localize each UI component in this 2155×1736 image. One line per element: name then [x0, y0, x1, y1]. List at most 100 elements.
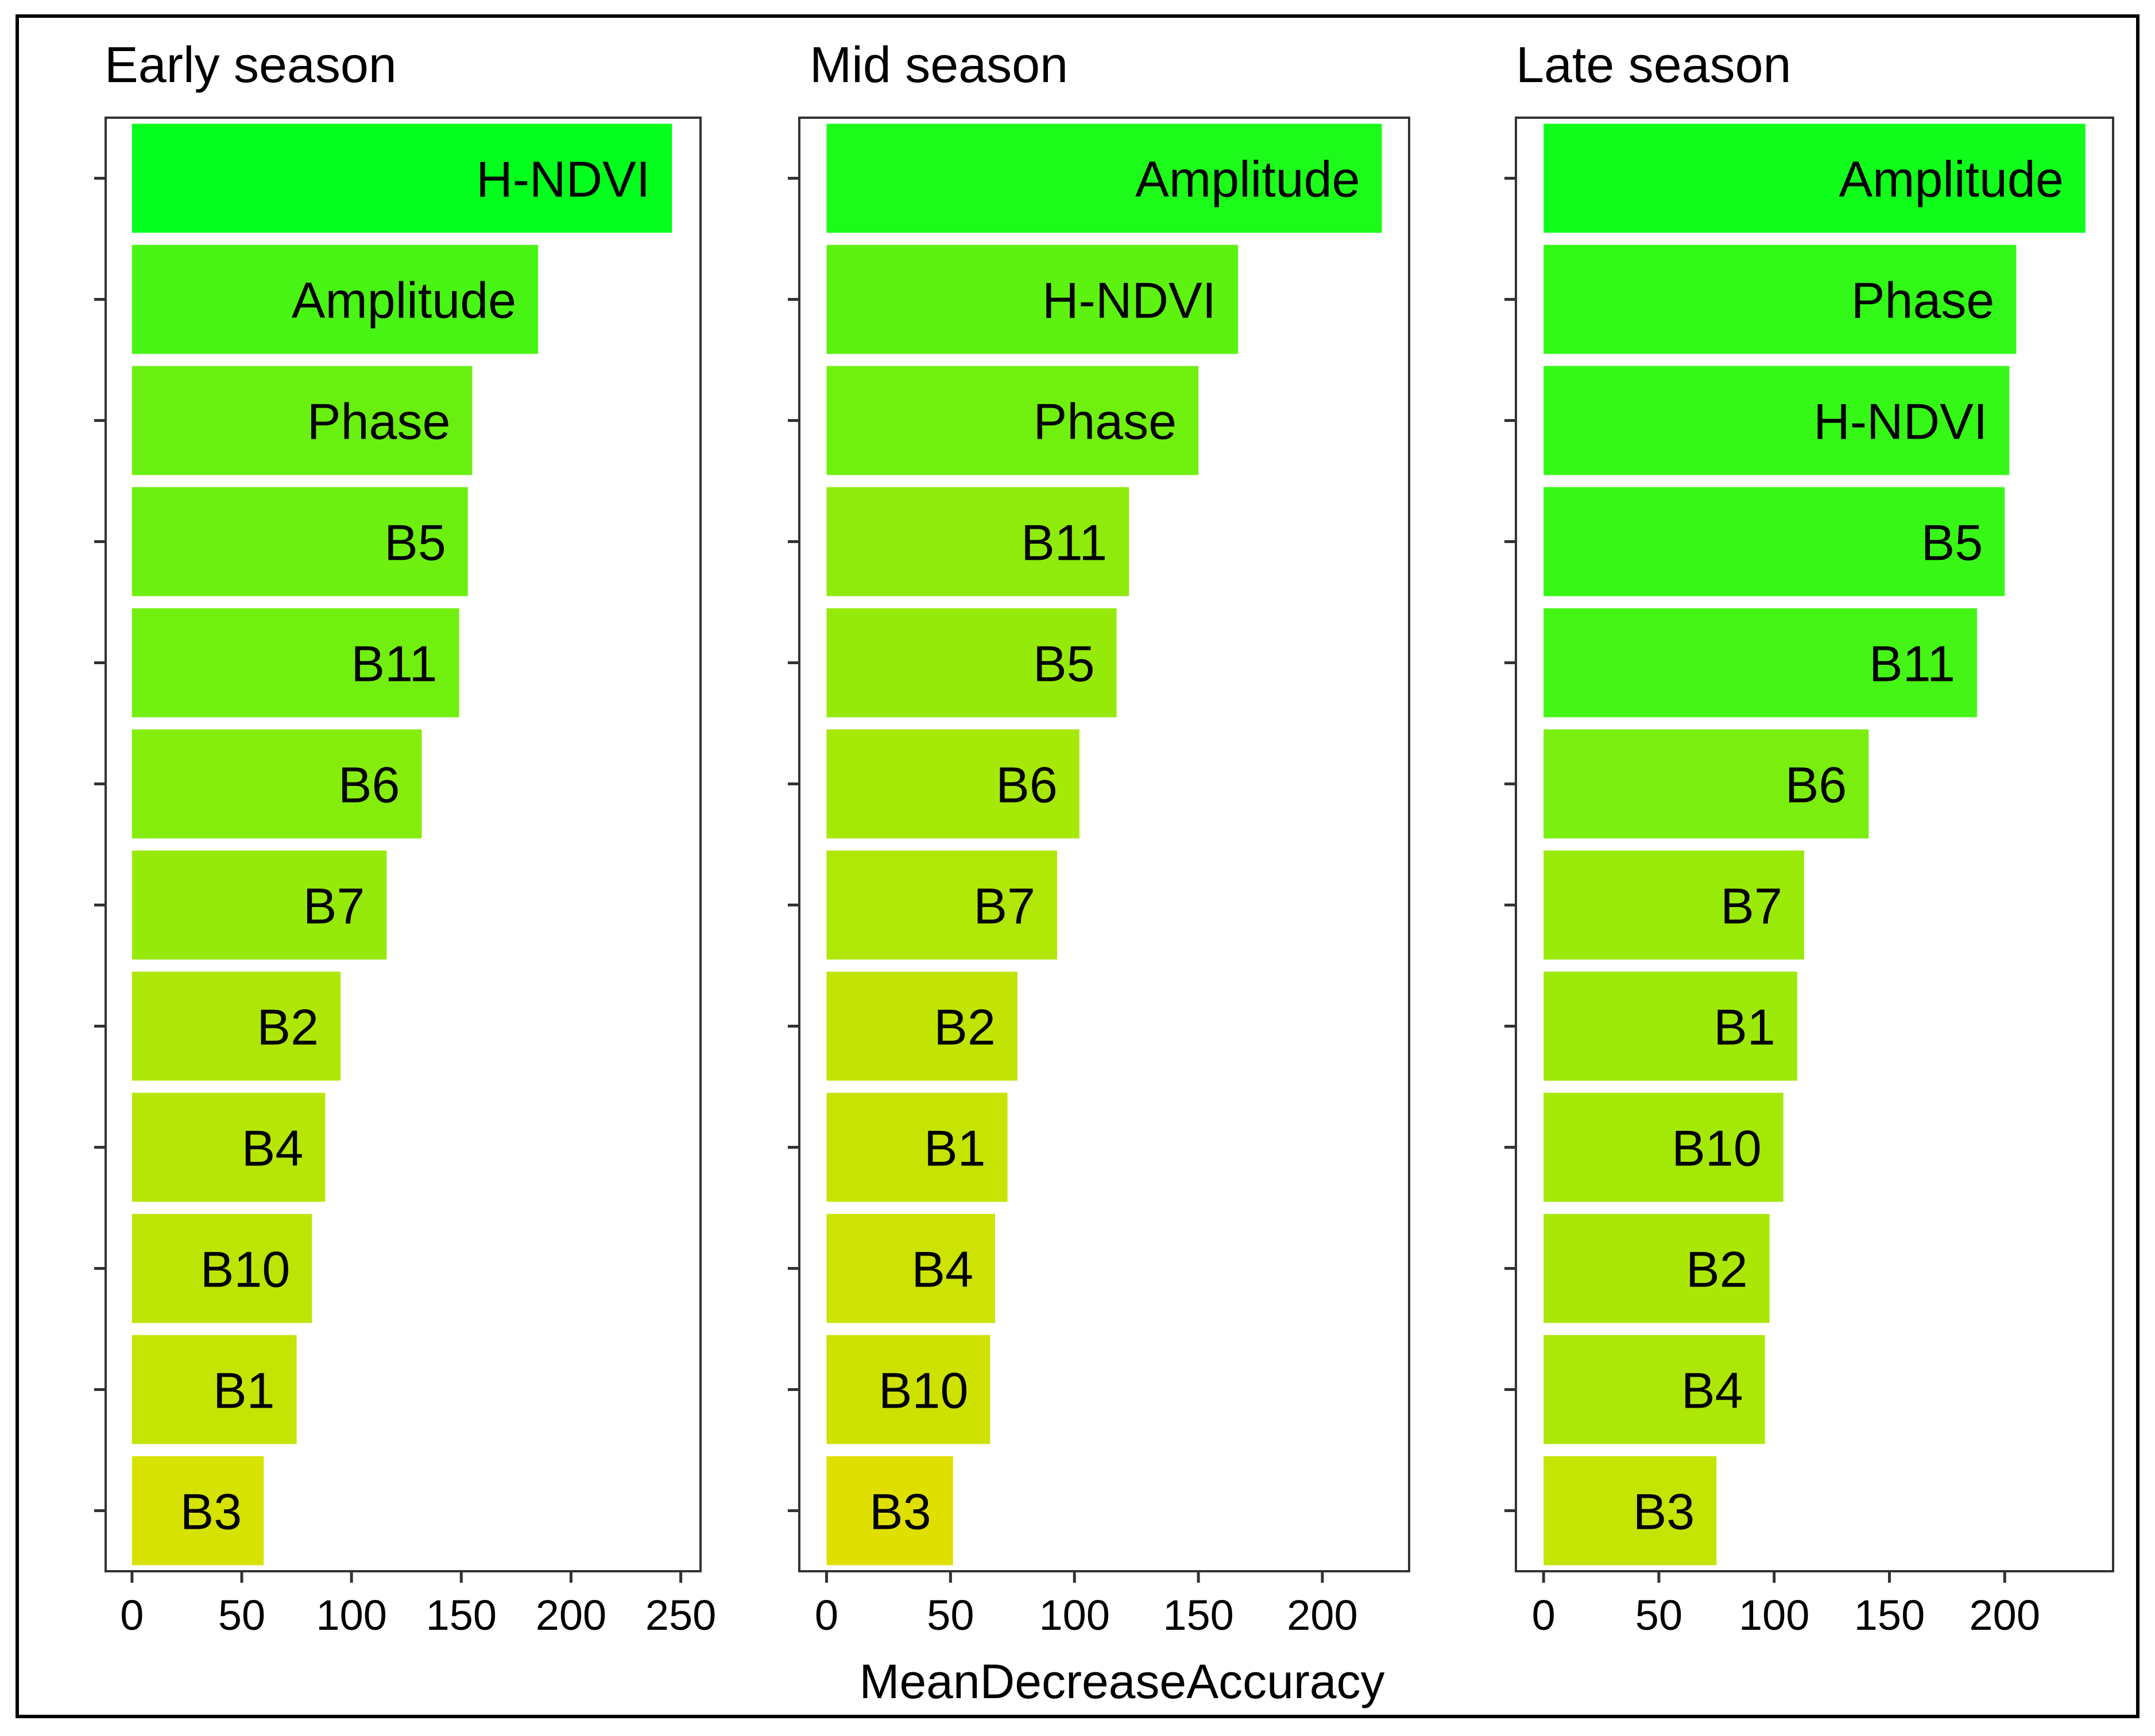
bar-h-ndvi [1543, 366, 2010, 475]
bar-label: B10 [879, 1362, 969, 1419]
x-tick-label: 200 [1287, 1591, 1357, 1639]
bar-label: B11 [351, 636, 437, 692]
bar-label: B1 [924, 1120, 986, 1177]
bar-label: B2 [1686, 1241, 1748, 1298]
bar-label: B11 [1869, 636, 1955, 692]
x-tick-label: 50 [927, 1591, 974, 1639]
bar-label: B10 [200, 1241, 291, 1298]
bar-b7 [131, 850, 387, 960]
x-tick-label: 200 [536, 1591, 606, 1639]
panel-title: Early season [105, 36, 397, 93]
bar-label: Amplitude [292, 272, 516, 329]
x-tick-label: 150 [1163, 1591, 1233, 1639]
x-tick-label: 100 [1039, 1591, 1109, 1639]
outer-frame [16, 14, 2139, 1718]
bar-b5 [826, 608, 1117, 718]
bar-b6 [1543, 729, 1869, 839]
bar-label: B7 [973, 878, 1035, 935]
bar-b1 [826, 1092, 1008, 1202]
panel-border [798, 117, 1410, 1572]
bar-label: Phase [1851, 272, 1995, 329]
bar-label: Amplitude [1839, 151, 2063, 208]
bar-label: B6 [996, 757, 1058, 813]
bar-label: B3 [1633, 1483, 1695, 1540]
bar-label: H-NDVI [476, 151, 650, 208]
panel-border [105, 117, 702, 1572]
bar-label: B2 [257, 999, 319, 1056]
panel-title: Mid season [810, 36, 1068, 93]
panel-border [1515, 117, 2114, 1572]
bar-label: B4 [1681, 1362, 1743, 1419]
bar-b7 [1543, 850, 1804, 960]
x-tick-label: 250 [645, 1591, 716, 1639]
bar-label: Phase [1034, 393, 1177, 450]
bar-label: B1 [1713, 999, 1775, 1056]
bar-b2 [826, 971, 1017, 1081]
bar-b7 [826, 850, 1057, 960]
bar-label: H-NDVI [1813, 393, 1987, 450]
bar-amplitude [826, 123, 1382, 233]
bar-phase [131, 366, 473, 475]
bar-b1 [1543, 971, 1797, 1081]
bar-b6 [826, 729, 1080, 839]
x-tick-label: 150 [1854, 1591, 1925, 1639]
panel-mid-season: Mid season Amplitude H-NDVI Phase B11 B5 B6 B7… [788, 36, 1410, 1639]
bar-phase [826, 366, 1199, 475]
x-tick-label: 150 [426, 1591, 497, 1639]
bar-b5 [1543, 487, 2005, 596]
x-tick-label: 50 [218, 1591, 265, 1639]
bar-b2 [1543, 1214, 1770, 1323]
bar-b3 [826, 1456, 953, 1566]
bar-label: B2 [934, 999, 996, 1056]
bar-label: Amplitude [1135, 151, 1360, 208]
bar-b10 [1543, 1092, 1783, 1202]
bar-label: B5 [1921, 514, 1983, 571]
bar-b5 [131, 487, 468, 596]
bar-label: B5 [1033, 636, 1095, 692]
bar-h-ndvi [826, 245, 1239, 354]
bar-label: B6 [1785, 757, 1847, 813]
bar-label: B4 [911, 1241, 973, 1298]
bar-b2 [131, 971, 341, 1081]
bar-phase [1543, 245, 2017, 354]
bar-label: B3 [869, 1483, 931, 1540]
x-tick-label: 0 [120, 1591, 144, 1639]
bar-b10 [826, 1335, 991, 1444]
bar-b11 [1543, 608, 1978, 718]
bar-label: B3 [180, 1483, 242, 1540]
bar-b11 [826, 487, 1129, 596]
x-tick-label: 100 [316, 1591, 386, 1639]
bar-b3 [1543, 1456, 1717, 1566]
bar-b4 [826, 1214, 996, 1323]
bar-amplitude [1543, 123, 2086, 233]
bar-label: B5 [384, 514, 446, 571]
x-tick-label: 0 [1532, 1591, 1556, 1639]
bar-label: B1 [213, 1362, 275, 1419]
bar-b1 [131, 1335, 297, 1444]
bar-h-ndvi [131, 123, 672, 233]
bar-label: B7 [303, 878, 365, 935]
bar-b4 [1543, 1335, 1765, 1444]
panel-late-season: Late season Amplitude Phase H-NDVI B5 B11 B6 B… [1504, 36, 2114, 1639]
panel-early-season: Early season H-NDVI Amplitude Phase B5 B11 B6… [94, 36, 716, 1639]
bar-label: H-NDVI [1042, 272, 1216, 329]
bar-b6 [131, 729, 422, 839]
panel-title: Late season [1516, 36, 1792, 93]
bar-b4 [131, 1092, 326, 1202]
bar-amplitude [131, 245, 539, 354]
bar-label: B4 [242, 1120, 304, 1177]
bar-label: Phase [307, 393, 451, 450]
x-tick-label: 100 [1739, 1591, 1809, 1639]
bar-label: B11 [1021, 514, 1107, 571]
bar-b3 [131, 1456, 264, 1566]
x-tick-label: 0 [815, 1591, 838, 1639]
bar-label: B6 [338, 757, 400, 813]
x-tick-label: 200 [1970, 1591, 2040, 1639]
bar-label: B7 [1720, 878, 1782, 935]
bar-b11 [131, 608, 459, 718]
x-tick-label: 50 [1635, 1591, 1682, 1639]
x-axis-label: MeanDecreaseAccuracy [859, 1654, 1384, 1708]
bar-b10 [131, 1214, 312, 1323]
bar-label: B10 [1672, 1120, 1762, 1177]
